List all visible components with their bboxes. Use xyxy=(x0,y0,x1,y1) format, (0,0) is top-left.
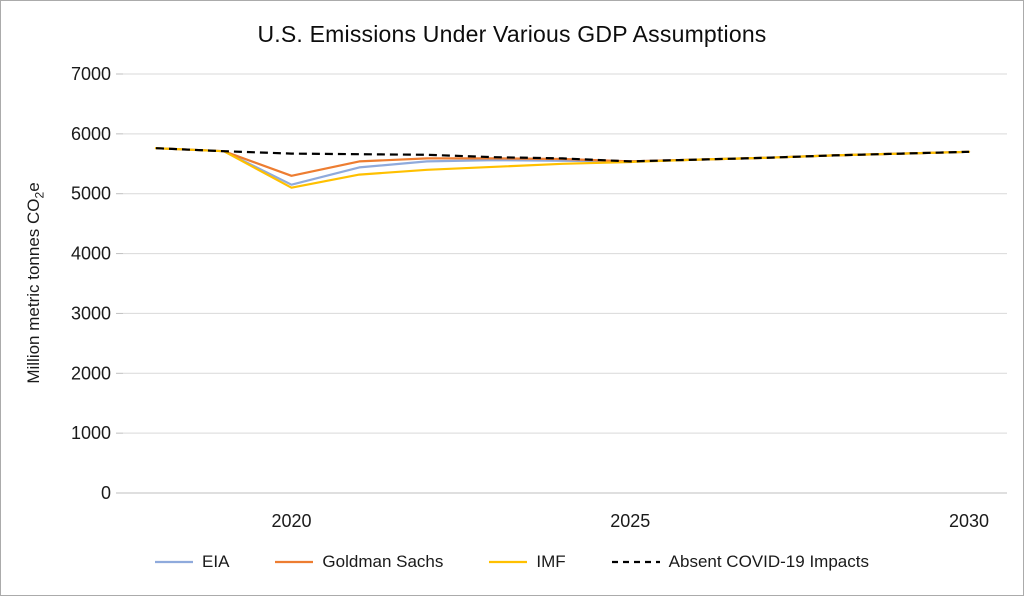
eia-line-swatch-icon xyxy=(155,560,194,564)
legend-item-goldman-sachs: Goldman Sachs xyxy=(275,552,443,572)
y-tick-label: 4000 xyxy=(71,244,111,264)
plot-area: 0 1000 2000 3000 4000 5000 6000 7000 2020 2025 203… xyxy=(71,64,1007,531)
y-tick-label: 6000 xyxy=(71,124,111,144)
y-tick-label: 5000 xyxy=(71,184,111,204)
y-tick-label: 2000 xyxy=(71,363,111,383)
absent-covid-dashed-line-swatch-icon xyxy=(611,560,660,564)
legend: EIA Goldman Sachs IMF Absent COVID-19 Im… xyxy=(1,552,1023,572)
legend-label-goldman-sachs: Goldman Sachs xyxy=(322,552,444,571)
x-tick-label: 2025 xyxy=(610,511,650,531)
series-line-absent-covid-19-impacts xyxy=(155,147,970,163)
legend-item-eia: EIA xyxy=(155,552,229,572)
legend-item-absent-covid: Absent COVID-19 Impacts xyxy=(611,552,869,572)
x-tick-label: 2020 xyxy=(271,511,311,531)
legend-label-imf: IMF xyxy=(536,552,566,571)
y-tick-label: 3000 xyxy=(71,303,111,323)
legend-label-absent-covid: Absent COVID-19 Impacts xyxy=(668,552,869,571)
y-tick-label: 1000 xyxy=(71,423,111,443)
x-tick-label: 2030 xyxy=(949,511,989,531)
goldman-sachs-line-swatch-icon xyxy=(275,560,314,564)
y-tick-label: 7000 xyxy=(71,64,111,84)
imf-line-swatch-icon xyxy=(489,560,528,564)
chart-title: U.S. Emissions Under Various GDP Assumpt… xyxy=(257,21,767,47)
legend-label-eia: EIA xyxy=(202,552,230,571)
legend-item-imf: IMF xyxy=(489,552,566,572)
y-tick-label: 0 xyxy=(101,483,111,503)
